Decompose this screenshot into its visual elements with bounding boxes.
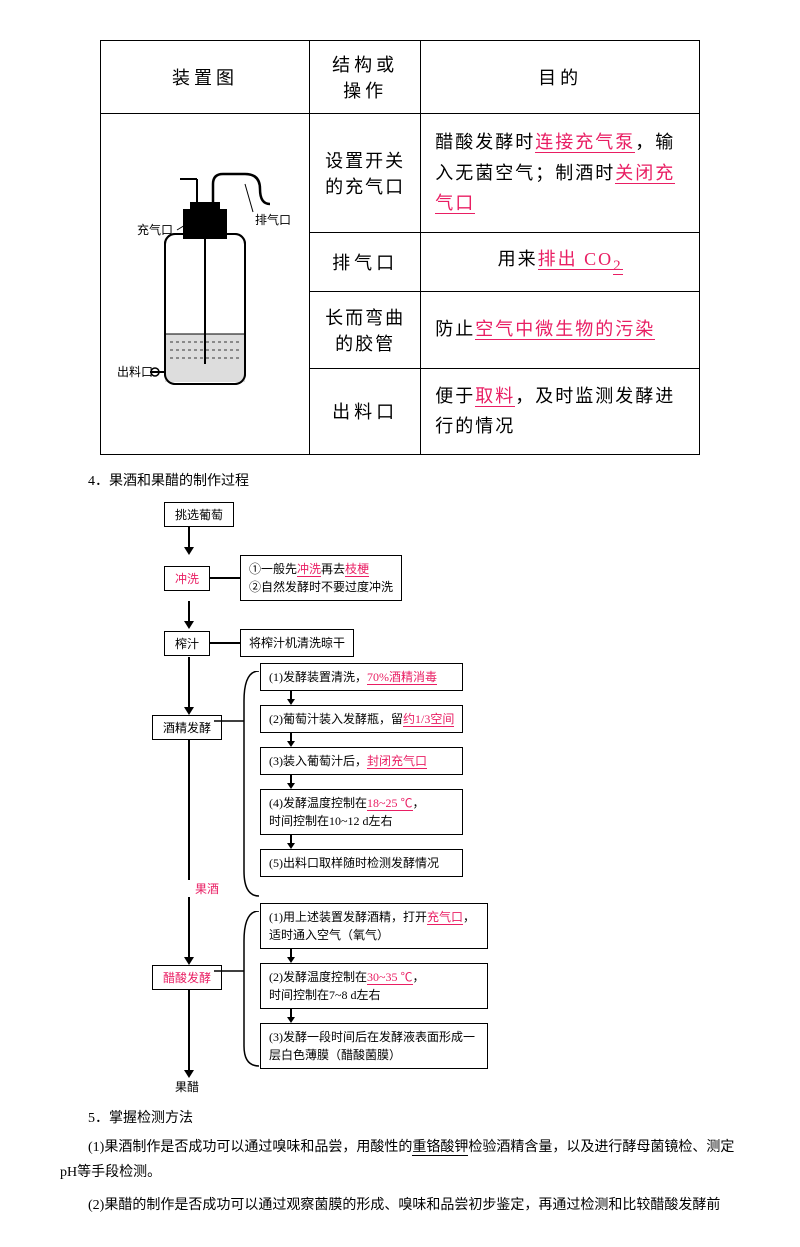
op-4: 出料口 xyxy=(310,368,421,455)
flow-step5: 醋酸发酵 xyxy=(152,965,222,990)
label-drain: 出料口 xyxy=(117,365,153,379)
op-2: 排气口 xyxy=(310,232,421,291)
para-1: (1)果酒制作是否成功可以通过嗅味和品尝，用酸性的重铬酸钾检验酒精含量，以及进行… xyxy=(60,1135,740,1185)
flow-f4: (4)发酵温度控制在18~25 ℃，时间控制在10~12 d左右 xyxy=(260,789,463,835)
para-2: (2)果醋的制作是否成功可以通过观察菌膜的形成、嗅味和品尝初步鉴定，再通过检测和… xyxy=(60,1193,740,1218)
th-op: 结构或操作 xyxy=(310,41,421,114)
purpose-3: 防止空气中微生物的污染 xyxy=(421,291,700,368)
th-purpose: 目的 xyxy=(421,41,700,114)
flow-f1: (1)发酵装置清洗，70%酒精消毒 xyxy=(260,663,463,691)
heading-5: 5．掌握检测方法 xyxy=(60,1107,740,1127)
flowchart: 挑选葡萄 冲洗 ①一般先冲洗再去枝梗②自然发酵时不要过度冲洗 榨汁 将榨汁机清洗… xyxy=(140,502,660,1095)
flow-vinegar: 果醋 xyxy=(175,1078,660,1095)
flow-v2: (2)发酵温度控制在30~35 ℃，时间控制在7~8 d左右 xyxy=(260,963,488,1009)
flow-v1: (1)用上述装置发酵酒精，打开充气口，适时通入空气（氧气） xyxy=(260,903,488,949)
flow-wine: 果酒 xyxy=(195,880,660,897)
label-inlet: 充气口 xyxy=(137,222,173,237)
flow-f2: (2)葡萄汁装入发酵瓶，留约1/3空间 xyxy=(260,705,463,733)
purpose-2: 用来排出 CO2 xyxy=(421,232,700,291)
flow-f3: (3)装入葡萄汁后，封闭充气口 xyxy=(260,747,463,775)
th-diagram: 装置图 xyxy=(101,41,310,114)
flow-step1: 挑选葡萄 xyxy=(164,502,234,527)
purpose-4: 便于取料，及时监测发酵进行的情况 xyxy=(421,368,700,455)
flow-step4: 酒精发酵 xyxy=(152,715,222,740)
flow-note3: 将榨汁机清洗晾干 xyxy=(240,629,354,657)
flow-step3: 榨汁 xyxy=(164,631,210,656)
purpose-1: 醋酸发酵时连接充气泵，输入无菌空气；制酒时关闭充气口 xyxy=(421,114,700,233)
op-3: 长而弯曲的胶管 xyxy=(310,291,421,368)
apparatus-diagram: 充气口 排气口 出料口 xyxy=(115,124,295,444)
apparatus-table: 装置图 结构或操作 目的 充气口 排气口 出料口 xyxy=(100,40,700,455)
flow-step2: 冲洗 xyxy=(164,566,210,591)
flow-note2: ①一般先冲洗再去枝梗②自然发酵时不要过度冲洗 xyxy=(240,555,402,601)
op-1: 设置开关的充气口 xyxy=(310,114,421,233)
label-outlet: 排气口 xyxy=(255,212,291,227)
heading-4: 4．果酒和果醋的制作过程 xyxy=(60,470,740,490)
flow-f5: (5)出料口取样随时检测发酵情况 xyxy=(260,849,463,877)
flow-v3: (3)发酵一段时间后在发酵液表面形成一层白色薄膜（醋酸菌膜） xyxy=(260,1023,488,1069)
